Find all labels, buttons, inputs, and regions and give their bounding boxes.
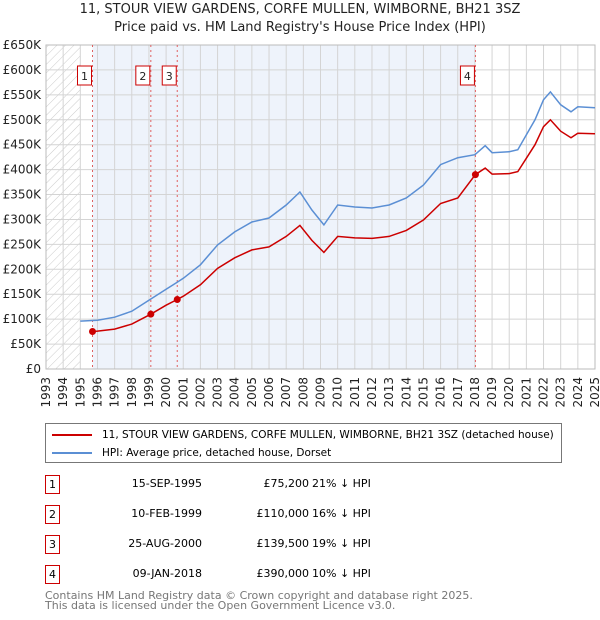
- x-tick-label: 2024: [571, 377, 585, 408]
- table-row: 2 10-FEB-1999 £110,000 16% ↓ HPI: [45, 505, 445, 525]
- y-tick-label: £50K: [10, 337, 42, 351]
- table-row: 1 15-SEP-1995 £75,200 21% ↓ HPI: [45, 475, 445, 495]
- x-tick-label: 2001: [176, 377, 190, 408]
- sale-hpi-diff: 21% ↓ HPI: [312, 477, 371, 490]
- sale-price: £390,000: [256, 567, 310, 580]
- sale-price: £110,000: [256, 507, 310, 520]
- sale-label-box: [459, 65, 475, 86]
- sale-label-box: [76, 65, 92, 86]
- x-tick-label: 2006: [262, 377, 276, 408]
- y-tick-label: £600K: [3, 63, 43, 77]
- x-tick-label: 2010: [331, 377, 345, 408]
- y-tick-label: £350K: [3, 188, 43, 202]
- chart-legend: 11, STOUR VIEW GARDENS, CORFE MULLEN, WI…: [45, 423, 562, 463]
- x-tick-label: 2023: [554, 377, 568, 408]
- x-tick-label: 2022: [537, 377, 551, 408]
- x-tick-label: 2016: [434, 377, 448, 408]
- y-tick-label: £250K: [3, 237, 43, 251]
- x-tick-label: 2005: [245, 377, 259, 408]
- sale-badge: 4: [45, 565, 60, 584]
- x-tick-label: 2000: [159, 377, 173, 408]
- y-tick-label: £400K: [3, 163, 43, 177]
- plot-border: [45, 44, 596, 370]
- y-tick-label: £200K: [3, 262, 43, 276]
- table-row: 4 09-JAN-2018 £390,000 10% ↓ HPI: [45, 565, 445, 585]
- sale-point: [173, 295, 181, 303]
- sale-label: 3: [166, 70, 173, 83]
- x-tick-label: 2025: [588, 377, 600, 408]
- price-chart: 1 2 3 4 1993 1994 1995 1996 1997 1998 1999 2000 2001…: [3, 38, 600, 408]
- x-tick-label: 2019: [485, 377, 499, 408]
- sale-point: [147, 310, 155, 318]
- sale-date: 25-AUG-2000: [128, 537, 202, 550]
- x-tick-label: 2017: [451, 377, 465, 408]
- legend-label-hpi: HPI: Average price, detached house, Dors…: [102, 447, 332, 459]
- y-tick-label: £0: [26, 362, 41, 376]
- sale-badge: 2: [45, 505, 60, 524]
- y-tick-label: £650K: [3, 38, 43, 52]
- legend-item-hpi: HPI: Average price, detached house, Dors…: [52, 445, 331, 461]
- sale-date: 09-JAN-2018: [132, 567, 202, 580]
- legend-swatch-blue: [52, 452, 92, 454]
- sale-date: 10-FEB-1999: [131, 507, 202, 520]
- sale-point: [88, 328, 96, 336]
- sale-badge: 3: [45, 535, 60, 554]
- x-tick-label: 1995: [73, 377, 87, 408]
- x-tick-label: 2014: [399, 377, 413, 408]
- x-tick-label: 2003: [211, 377, 225, 408]
- chart-title: 11, STOUR VIEW GARDENS, CORFE MULLEN, WI…: [79, 2, 521, 17]
- sale-date: 15-SEP-1995: [131, 477, 202, 490]
- y-tick-label: £150K: [3, 287, 43, 301]
- sale-label: 2: [139, 70, 146, 83]
- sale-label-box: [135, 65, 151, 86]
- y-tick-label: £450K: [3, 138, 43, 152]
- sale-hpi-diff: 16% ↓ HPI: [312, 507, 371, 520]
- x-tick-label: 2004: [228, 377, 242, 408]
- y-tick-label: £500K: [3, 113, 43, 127]
- x-tick-label: 1997: [108, 377, 122, 408]
- hpi-line: [80, 90, 596, 322]
- footer-copyright: Contains HM Land Registry data © Crown c…: [45, 589, 473, 602]
- sale-price: £139,500: [256, 537, 310, 550]
- x-tick-label: 2015: [416, 377, 430, 408]
- sale-hpi-diff: 19% ↓ HPI: [312, 537, 371, 550]
- y-tick-label: £300K: [3, 212, 43, 226]
- x-tick-label: 2018: [468, 377, 482, 408]
- y-tick-label: £550K: [3, 88, 43, 102]
- table-row: 3 25-AUG-2000 £139,500 19% ↓ HPI: [45, 535, 445, 555]
- sale-price: £75,200: [263, 477, 310, 490]
- x-tick-label: 2008: [296, 377, 310, 408]
- legend-label-property: 11, STOUR VIEW GARDENS, CORFE MULLEN, WI…: [102, 429, 554, 441]
- legend-swatch-red: [52, 434, 92, 436]
- chart-subtitle: Price paid vs. HM Land Registry's House …: [114, 20, 486, 35]
- x-tick-label: 2013: [382, 377, 396, 408]
- sale-hpi-diff: 10% ↓ HPI: [312, 567, 371, 580]
- x-tick-label: 2009: [314, 377, 328, 408]
- footer-licence: This data is licensed under the Open Gov…: [45, 599, 396, 612]
- x-tick-label: 2020: [502, 377, 516, 408]
- x-tick-label: 2021: [519, 377, 533, 408]
- y-tick-label: £100K: [3, 312, 43, 326]
- x-tick-label: 2011: [348, 377, 362, 408]
- x-tick-label: 1998: [125, 377, 139, 408]
- x-tick-label: 2007: [279, 377, 293, 408]
- x-tick-label: 1999: [142, 377, 156, 408]
- sale-point: [471, 171, 479, 179]
- x-tick-label: 2002: [193, 377, 207, 408]
- sale-label: 1: [81, 70, 88, 83]
- x-tick-label: 1994: [56, 377, 70, 408]
- sale-label-box: [161, 65, 177, 86]
- x-tick-label: 1996: [90, 377, 104, 408]
- x-tick-label: 2012: [365, 377, 379, 408]
- sale-badge: 1: [45, 475, 60, 494]
- legend-item-property: 11, STOUR VIEW GARDENS, CORFE MULLEN, WI…: [52, 427, 554, 443]
- x-tick-label: 1993: [39, 377, 53, 408]
- sale-label: 4: [464, 70, 471, 83]
